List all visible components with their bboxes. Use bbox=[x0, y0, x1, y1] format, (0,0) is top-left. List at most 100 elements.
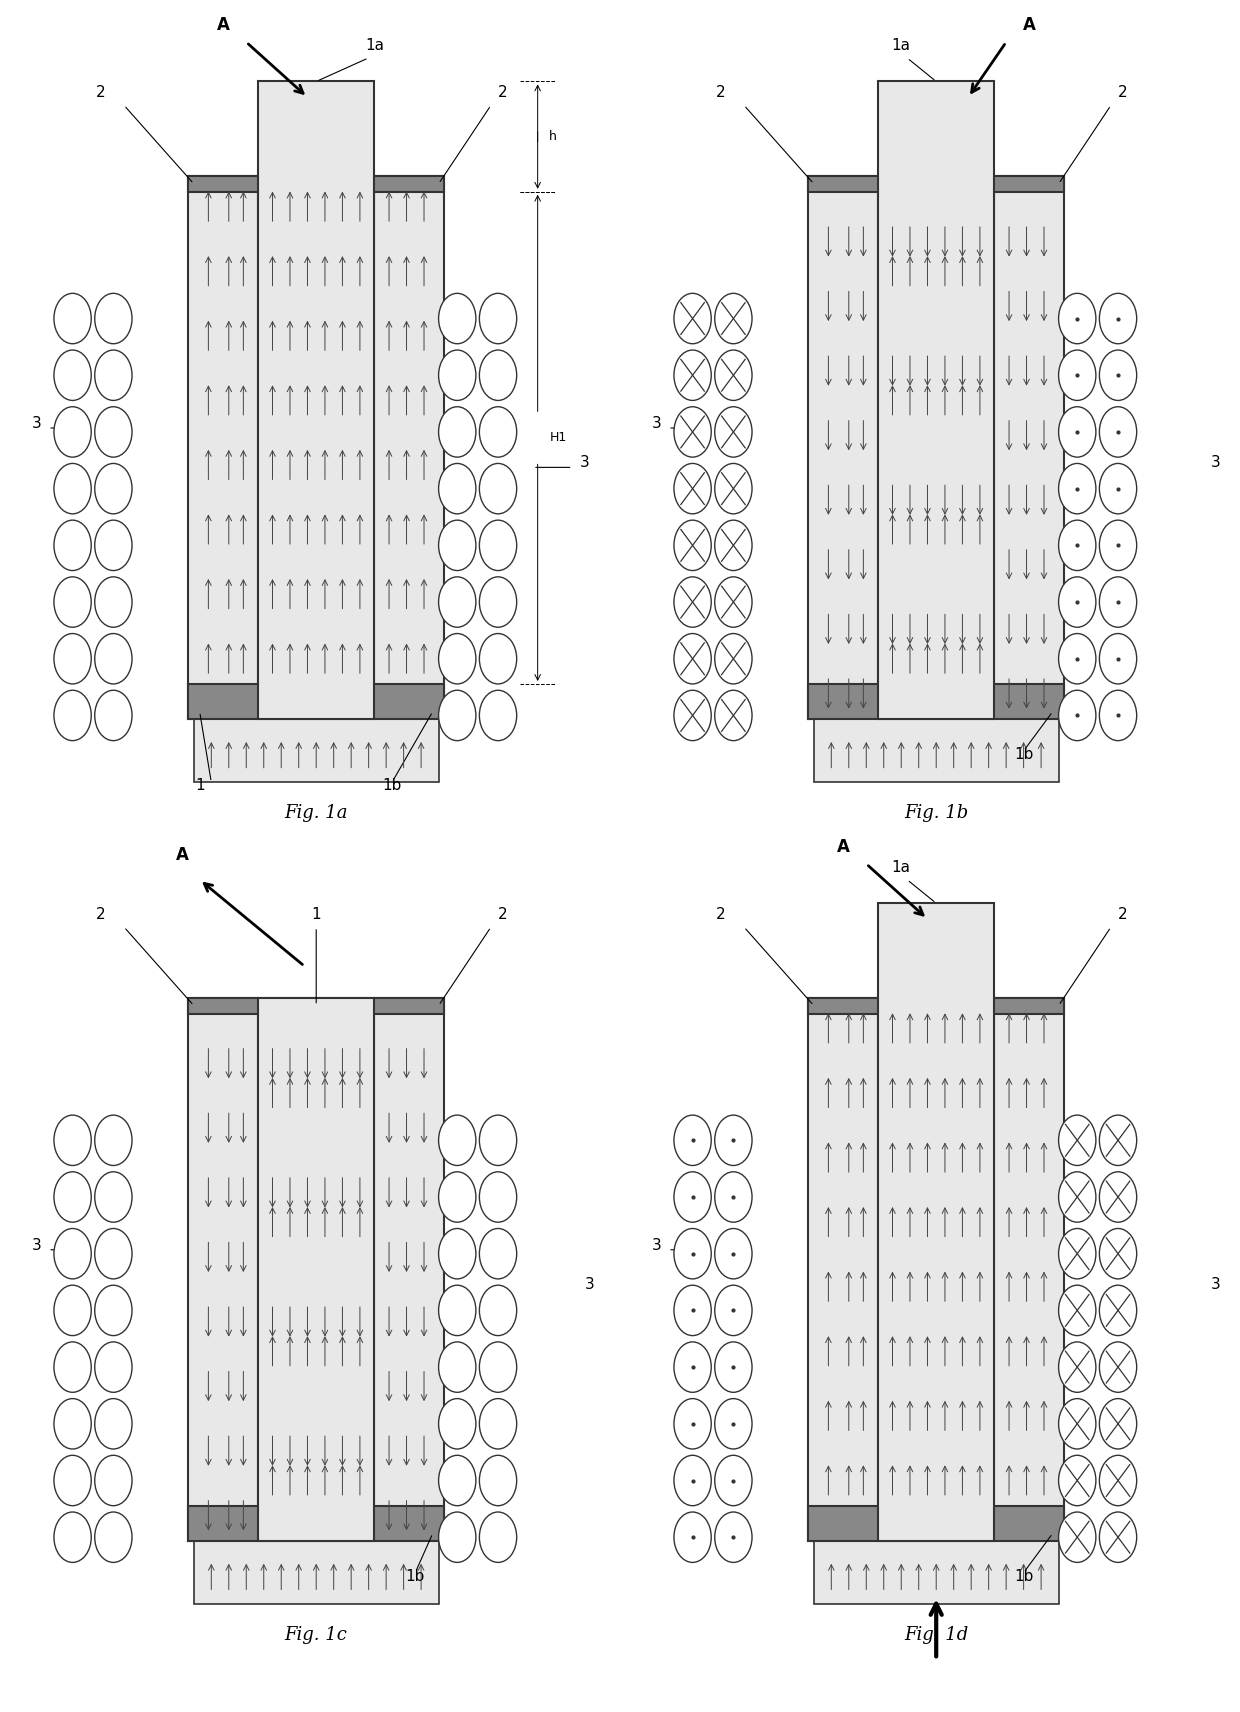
Circle shape bbox=[714, 577, 751, 627]
Circle shape bbox=[1100, 1512, 1137, 1563]
Circle shape bbox=[94, 1512, 131, 1563]
Text: h: h bbox=[549, 130, 557, 144]
Text: 1: 1 bbox=[195, 779, 205, 793]
Circle shape bbox=[1059, 464, 1096, 514]
Bar bbox=[193, 1541, 439, 1604]
Circle shape bbox=[55, 577, 92, 627]
Circle shape bbox=[480, 1286, 517, 1335]
Bar bbox=[188, 176, 444, 192]
Circle shape bbox=[94, 1399, 131, 1448]
Circle shape bbox=[439, 464, 476, 514]
Circle shape bbox=[675, 1229, 712, 1279]
Circle shape bbox=[439, 1399, 476, 1448]
Circle shape bbox=[480, 1171, 517, 1222]
Text: 1b: 1b bbox=[405, 1568, 425, 1584]
Circle shape bbox=[94, 1455, 131, 1507]
Bar bbox=[258, 998, 374, 1541]
Circle shape bbox=[714, 1512, 751, 1563]
Circle shape bbox=[94, 1115, 131, 1166]
Circle shape bbox=[1100, 1115, 1137, 1166]
Circle shape bbox=[94, 464, 131, 514]
Circle shape bbox=[94, 1171, 131, 1222]
Circle shape bbox=[480, 349, 517, 401]
Text: 1a: 1a bbox=[892, 859, 910, 875]
Bar bbox=[878, 82, 994, 719]
Text: 2: 2 bbox=[95, 907, 105, 923]
Text: 2: 2 bbox=[1118, 86, 1127, 101]
Circle shape bbox=[439, 1512, 476, 1563]
Circle shape bbox=[1100, 633, 1137, 683]
Circle shape bbox=[1100, 1229, 1137, 1279]
Bar bbox=[808, 1507, 1064, 1541]
Circle shape bbox=[714, 464, 751, 514]
Circle shape bbox=[1059, 407, 1096, 457]
Circle shape bbox=[439, 1342, 476, 1392]
Circle shape bbox=[1059, 1286, 1096, 1335]
Bar bbox=[374, 176, 444, 719]
Circle shape bbox=[480, 464, 517, 514]
Text: Fig. 1c: Fig. 1c bbox=[285, 1625, 347, 1644]
Circle shape bbox=[1100, 464, 1137, 514]
Circle shape bbox=[439, 520, 476, 570]
Bar bbox=[188, 176, 258, 719]
Circle shape bbox=[675, 520, 712, 570]
Circle shape bbox=[675, 633, 712, 683]
Circle shape bbox=[94, 690, 131, 741]
Circle shape bbox=[1059, 1115, 1096, 1166]
Circle shape bbox=[480, 1512, 517, 1563]
Circle shape bbox=[94, 633, 131, 683]
Circle shape bbox=[675, 1171, 712, 1222]
Circle shape bbox=[480, 293, 517, 344]
Circle shape bbox=[480, 1115, 517, 1166]
Circle shape bbox=[439, 293, 476, 344]
Circle shape bbox=[714, 520, 751, 570]
Circle shape bbox=[55, 633, 92, 683]
Circle shape bbox=[1100, 407, 1137, 457]
Text: Fig. 1a: Fig. 1a bbox=[284, 803, 348, 822]
Circle shape bbox=[94, 293, 131, 344]
Text: 1: 1 bbox=[311, 907, 321, 923]
Circle shape bbox=[439, 577, 476, 627]
Circle shape bbox=[675, 407, 712, 457]
Bar bbox=[813, 1541, 1059, 1604]
Circle shape bbox=[55, 1512, 92, 1563]
Bar bbox=[808, 176, 1064, 192]
Text: A: A bbox=[837, 837, 849, 856]
Circle shape bbox=[480, 1455, 517, 1507]
Text: 3: 3 bbox=[651, 416, 661, 431]
Circle shape bbox=[55, 1171, 92, 1222]
Circle shape bbox=[1100, 1171, 1137, 1222]
Bar bbox=[374, 998, 444, 1541]
Circle shape bbox=[1059, 1342, 1096, 1392]
Circle shape bbox=[675, 1399, 712, 1448]
Text: 1b: 1b bbox=[382, 779, 402, 793]
Circle shape bbox=[55, 407, 92, 457]
Text: 3: 3 bbox=[31, 1238, 41, 1253]
Circle shape bbox=[1059, 1399, 1096, 1448]
Circle shape bbox=[675, 690, 712, 741]
Circle shape bbox=[55, 1342, 92, 1392]
Circle shape bbox=[1059, 1171, 1096, 1222]
Circle shape bbox=[94, 1342, 131, 1392]
Circle shape bbox=[1059, 1512, 1096, 1563]
Circle shape bbox=[439, 407, 476, 457]
Circle shape bbox=[1059, 577, 1096, 627]
Text: A: A bbox=[1023, 15, 1035, 34]
Circle shape bbox=[675, 577, 712, 627]
Circle shape bbox=[439, 349, 476, 401]
Circle shape bbox=[1100, 1342, 1137, 1392]
Circle shape bbox=[714, 293, 751, 344]
Circle shape bbox=[55, 520, 92, 570]
Text: A: A bbox=[217, 15, 229, 34]
Bar bbox=[258, 82, 374, 719]
Text: 3: 3 bbox=[579, 455, 589, 471]
Circle shape bbox=[1100, 1286, 1137, 1335]
Circle shape bbox=[55, 690, 92, 741]
Circle shape bbox=[94, 520, 131, 570]
Text: 1a: 1a bbox=[365, 38, 384, 53]
Circle shape bbox=[1059, 690, 1096, 741]
Bar bbox=[188, 998, 444, 1014]
Circle shape bbox=[1059, 1455, 1096, 1507]
Text: H1: H1 bbox=[549, 431, 567, 445]
Circle shape bbox=[439, 1115, 476, 1166]
